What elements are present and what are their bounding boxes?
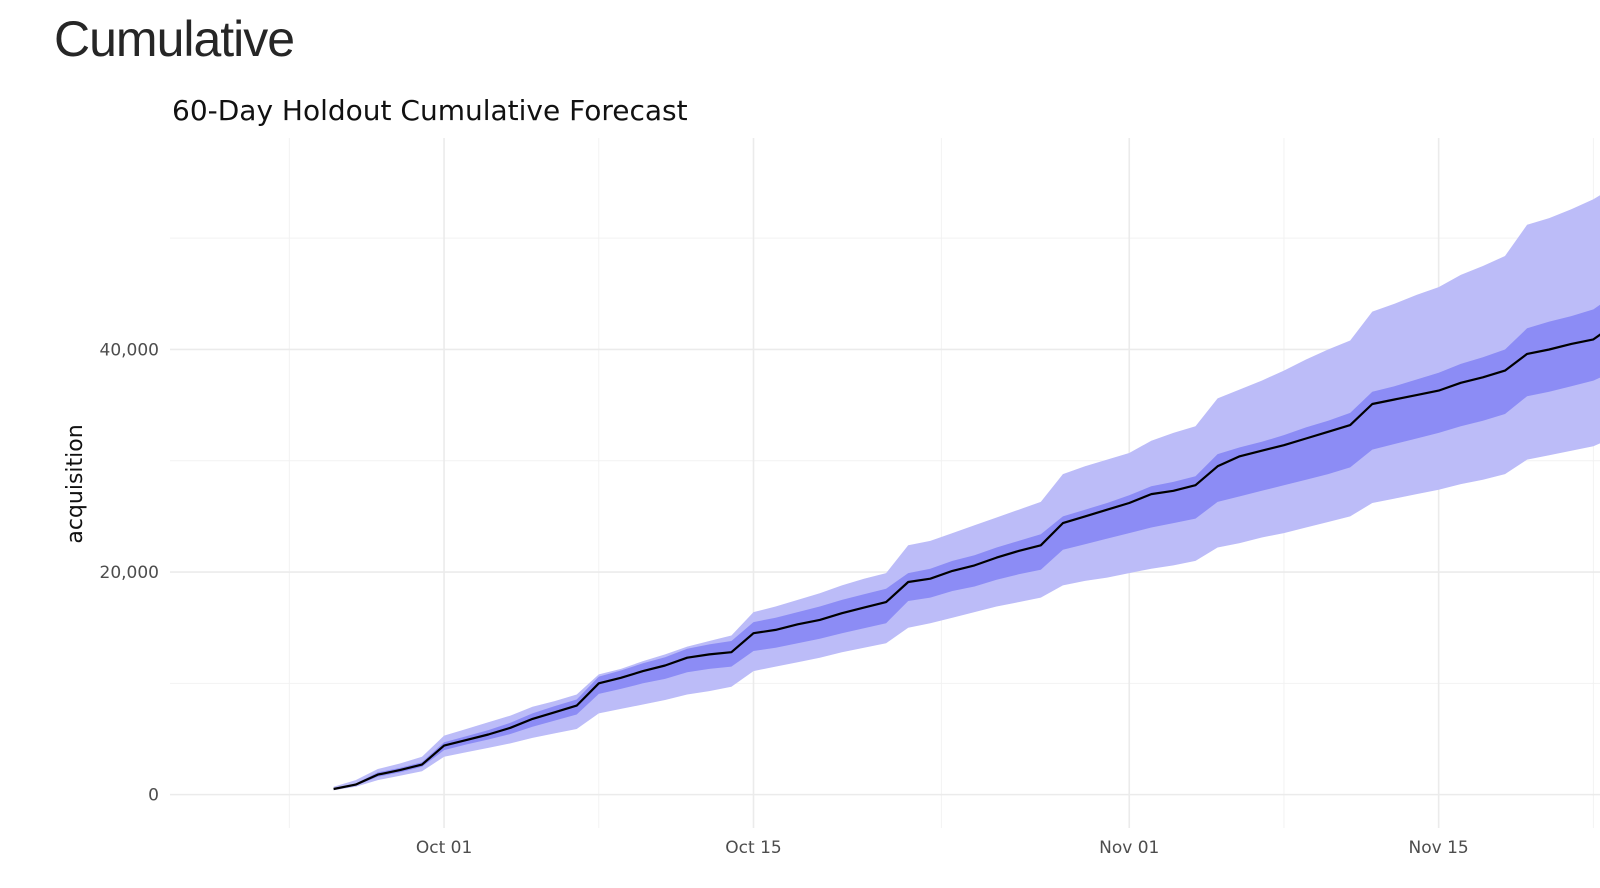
y-tick-label: 20,000: [100, 563, 159, 583]
y-tick-label: 40,000: [100, 340, 159, 360]
x-tick-label: Oct 15: [725, 838, 781, 858]
forecast-series: [333, 333, 1600, 791]
forecast-line: [333, 333, 1600, 791]
interval-bands: [333, 195, 1600, 791]
x-tick-label: Oct 01: [416, 838, 472, 858]
y-tick-label: 0: [148, 786, 159, 806]
outer-interval-band: [333, 195, 1600, 791]
axes: Oct 01 Oct 15 Nov 01 Nov 15 0 20,000 40,000: [100, 340, 1469, 858]
x-tick-label: Nov 15: [1409, 838, 1469, 858]
chart-title: 60-Day Holdout Cumulative Forecast: [172, 94, 688, 127]
x-tick-label: Nov 01: [1099, 838, 1159, 858]
page-heading: Cumulative: [54, 11, 295, 67]
y-axis-label: acquisition: [63, 424, 88, 543]
